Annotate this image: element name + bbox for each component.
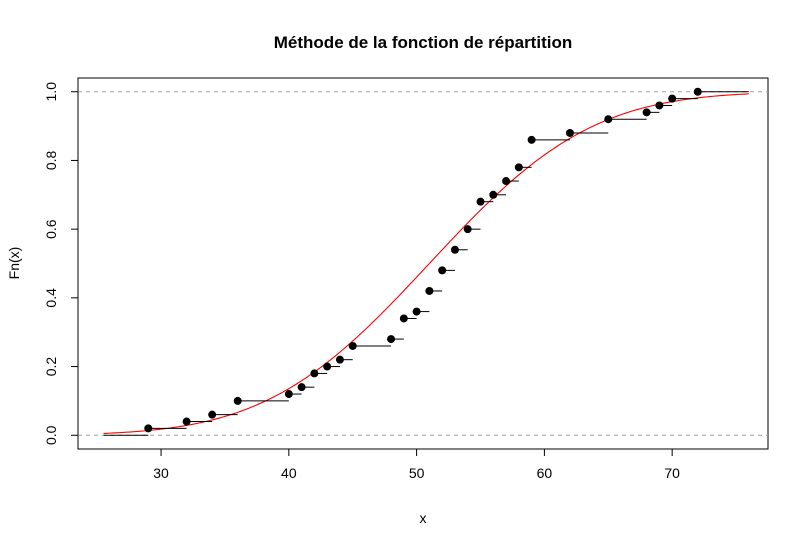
ecdf-point xyxy=(514,163,523,172)
ecdf-points xyxy=(144,87,702,433)
plot-frame xyxy=(77,77,769,450)
ecdf-point xyxy=(450,245,459,254)
y-tick-label: 0.4 xyxy=(43,288,59,308)
x-axis: 30 40 50 60 70 xyxy=(153,448,680,481)
ecdf-point xyxy=(348,341,357,350)
x-tick-label: 40 xyxy=(281,465,297,481)
ecdf-point xyxy=(604,115,613,124)
y-tick-label: 0.6 xyxy=(43,219,59,239)
x-tick-label: 30 xyxy=(153,465,169,481)
ecdf-point xyxy=(502,177,511,186)
ecdf-point xyxy=(565,128,574,137)
ecdf-point xyxy=(527,135,536,144)
ecdf-point xyxy=(425,286,434,295)
ecdf-point xyxy=(297,383,306,392)
ecdf-point xyxy=(387,335,396,344)
normal-cdf-curve xyxy=(103,93,749,434)
chart-title: Méthode de la fonction de répartition xyxy=(274,33,572,52)
ecdf-point xyxy=(208,410,217,419)
ecdf-point xyxy=(489,190,498,199)
x-tick-label: 50 xyxy=(409,465,425,481)
ecdf-point xyxy=(233,396,242,405)
ecdf-point xyxy=(412,307,421,316)
y-tick-label: 0.2 xyxy=(43,357,59,377)
normal-cdf-line xyxy=(103,93,749,434)
ecdf-point xyxy=(438,266,447,275)
ecdf-point xyxy=(144,424,153,433)
ecdf-point xyxy=(335,355,344,364)
ecdf-point xyxy=(182,417,191,426)
ecdf-point xyxy=(323,362,332,371)
x-tick-label: 70 xyxy=(664,465,680,481)
ecdf-point xyxy=(399,314,408,323)
y-axis: 0.0 0.2 0.4 0.6 0.8 1.0 xyxy=(43,82,79,445)
ecdf-point xyxy=(693,87,702,96)
y-axis-label: Fn(x) xyxy=(6,247,22,280)
y-tick-label: 0.8 xyxy=(43,151,59,171)
ecdf-point xyxy=(284,390,293,399)
x-tick-label: 60 xyxy=(537,465,553,481)
ecdf-point xyxy=(655,101,664,110)
ecdf-point xyxy=(642,108,651,117)
ecdf-steps xyxy=(103,91,749,436)
y-tick-label: 0.0 xyxy=(43,425,59,445)
y-tick-label: 1.0 xyxy=(43,82,59,102)
ecdf-point xyxy=(463,225,472,234)
ecdf-point xyxy=(310,369,319,378)
ecdf-point xyxy=(476,197,485,206)
x-axis-label: x xyxy=(420,510,427,526)
reference-lines xyxy=(78,91,768,436)
ecdf-point xyxy=(668,94,677,103)
